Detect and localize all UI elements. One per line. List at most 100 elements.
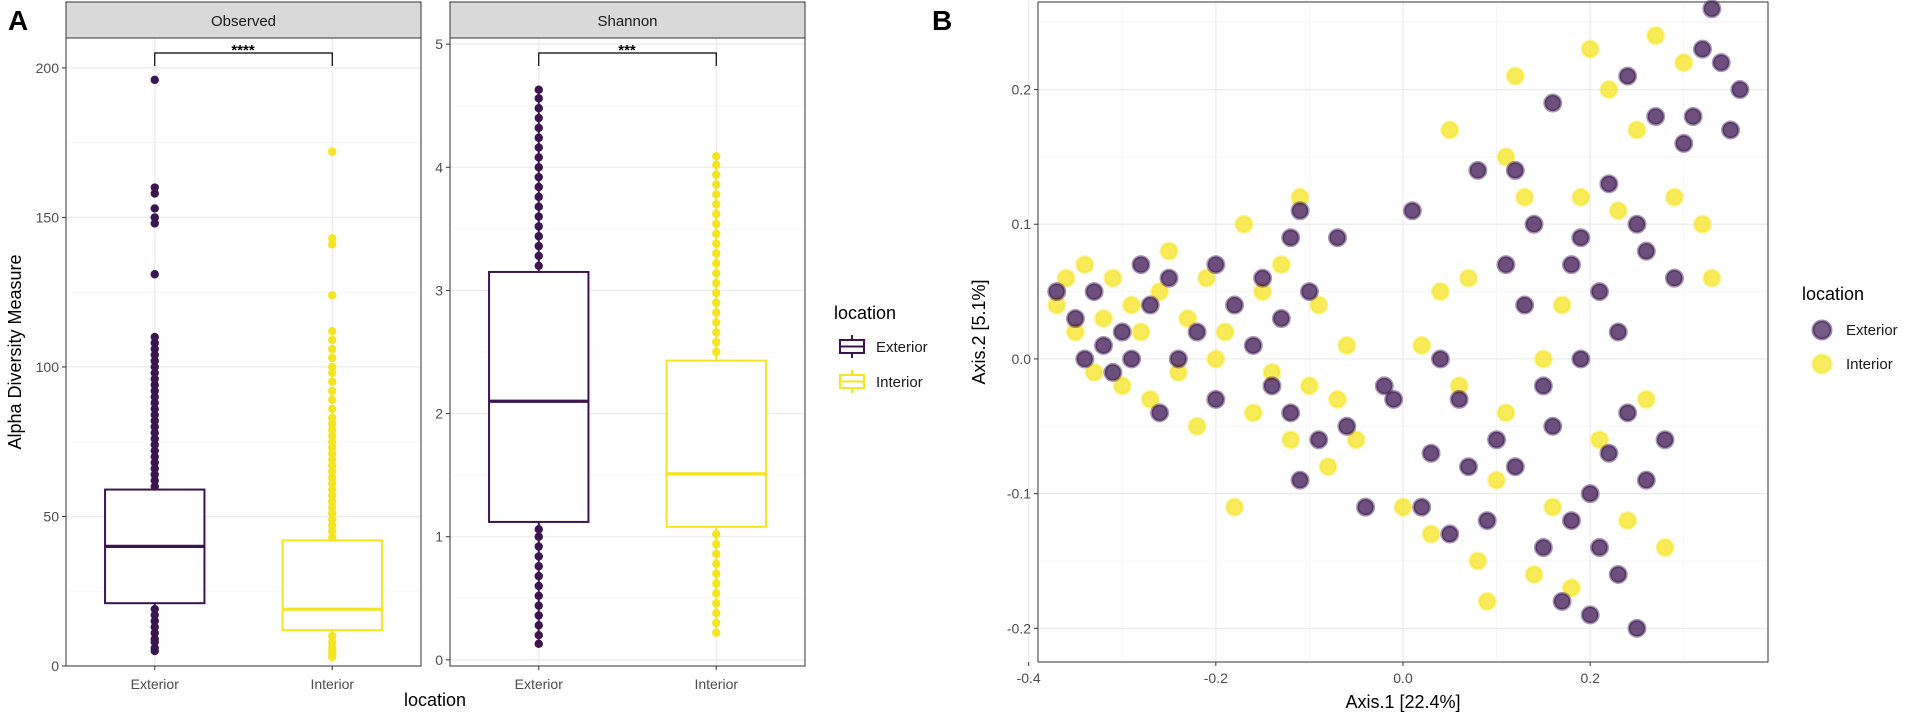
point-exterior xyxy=(1356,497,1376,517)
point-interior xyxy=(1084,362,1104,382)
outlier-point-exterior xyxy=(534,591,543,601)
outlier-point-exterior xyxy=(150,189,159,198)
outlier-point-interior xyxy=(712,589,721,598)
point-interior xyxy=(1459,268,1479,288)
point-interior xyxy=(1580,39,1600,59)
significance-bracket xyxy=(538,52,717,66)
outlier-point-interior xyxy=(328,290,337,300)
outlier-point-interior xyxy=(328,326,337,336)
y-tick-label: 4 xyxy=(435,159,443,175)
outlier-point-interior xyxy=(328,413,337,422)
point-exterior xyxy=(1533,376,1553,396)
point-exterior xyxy=(1150,403,1170,423)
point-exterior xyxy=(1683,106,1703,126)
panel-a-y-axis-title: Alpha Diversity Measure xyxy=(5,254,25,449)
y-tick-label: 100 xyxy=(36,359,60,375)
outlier-point-interior xyxy=(328,631,337,641)
point-exterior xyxy=(1262,376,1282,396)
outlier-point-exterior xyxy=(150,213,159,222)
point-interior xyxy=(1571,187,1591,207)
point-exterior xyxy=(1122,349,1142,369)
outlier-point-interior xyxy=(328,449,337,458)
point-interior xyxy=(1327,389,1347,409)
point-exterior xyxy=(1468,160,1488,180)
point-exterior xyxy=(1543,416,1563,436)
point-exterior xyxy=(1524,214,1544,234)
outlier-point-interior xyxy=(328,491,337,500)
point-exterior xyxy=(1103,362,1123,382)
outlier-point-exterior xyxy=(534,153,543,162)
outlier-point-interior xyxy=(328,643,337,653)
pcoa-scatter: -0.2 -0.1 0.0 0.1 0.2 -0.4 -0.2 0.0 0.2 xyxy=(1007,0,1769,686)
outlier-point-interior xyxy=(712,249,721,258)
point-interior xyxy=(1234,214,1254,234)
panel-b-legend-key-interior xyxy=(1811,353,1833,375)
outlier-point-interior xyxy=(712,259,721,268)
outlier-point-interior xyxy=(712,328,721,337)
y-tick-label: 50 xyxy=(43,508,59,524)
outlier-point-exterior xyxy=(150,422,159,431)
point-exterior xyxy=(1337,416,1357,436)
outlier-point-interior xyxy=(328,455,337,464)
outlier-point-exterior xyxy=(150,398,159,408)
outlier-point-interior xyxy=(328,234,337,243)
y-tick-label: 0 xyxy=(51,658,59,674)
point-interior xyxy=(1281,430,1301,450)
point-exterior xyxy=(1084,282,1104,302)
point-interior xyxy=(1533,349,1553,369)
outlier-point-interior xyxy=(328,335,337,345)
outlier-point-interior xyxy=(712,599,721,608)
outlier-point-interior xyxy=(712,539,721,549)
point-interior xyxy=(1309,295,1329,315)
point-exterior xyxy=(1618,403,1638,423)
point-interior xyxy=(1674,53,1694,73)
outlier-point-exterior xyxy=(150,270,159,279)
outlier-point-exterior xyxy=(534,581,543,591)
marks-observed xyxy=(104,75,383,662)
point-interior xyxy=(1159,241,1179,261)
frame-shannon xyxy=(449,37,806,667)
x-tick-label: Exterior xyxy=(131,676,180,692)
outlier-point-exterior xyxy=(150,610,159,620)
outlier-point-exterior xyxy=(150,392,159,402)
point-exterior xyxy=(1131,255,1151,275)
point-exterior xyxy=(1271,309,1291,329)
point-exterior xyxy=(1168,349,1188,369)
point-interior xyxy=(1515,187,1535,207)
outlier-point-exterior xyxy=(534,232,543,241)
point-exterior xyxy=(1505,160,1525,180)
outlier-point-interior xyxy=(328,509,337,518)
outlier-point-interior xyxy=(712,347,721,357)
point-interior xyxy=(1646,26,1666,46)
outlier-point-interior xyxy=(328,386,337,396)
outlier-point-exterior xyxy=(534,261,543,271)
point-exterior xyxy=(1327,228,1347,248)
outlier-point-exterior xyxy=(150,350,159,360)
point-interior xyxy=(1299,376,1319,396)
point-exterior xyxy=(1580,484,1600,504)
marks-scatter xyxy=(1047,0,1750,638)
point-exterior xyxy=(1552,591,1572,611)
outlier-point-exterior xyxy=(534,182,543,192)
significance-label-shannon: *** xyxy=(618,42,636,59)
point-exterior xyxy=(1281,403,1301,423)
outlier-point-exterior xyxy=(150,634,159,644)
point-exterior xyxy=(1711,53,1731,73)
outlier-point-exterior xyxy=(534,241,543,251)
outlier-point-exterior xyxy=(150,75,159,85)
outlier-point-interior xyxy=(328,467,337,476)
point-interior xyxy=(1346,430,1366,450)
point-exterior xyxy=(1543,93,1563,113)
point-exterior xyxy=(1430,349,1450,369)
point-exterior xyxy=(1374,376,1394,396)
outlier-point-interior xyxy=(328,461,337,470)
y-ticks-scatter: -0.2 -0.1 0.0 0.1 0.2 xyxy=(1007,82,1038,636)
significance-bracket xyxy=(154,52,333,66)
panel-a-legend: location Exterior Interior xyxy=(834,303,928,393)
facet-shannon: Shannon 0 1 2 3 4 5 Exterior Interior *** xyxy=(435,1,806,692)
y-ticks-shannon: 0 1 2 3 4 5 xyxy=(435,36,450,668)
strip-observed-title: Observed xyxy=(211,13,276,30)
point-exterior xyxy=(1477,511,1497,531)
outlier-point-interior xyxy=(712,569,721,578)
